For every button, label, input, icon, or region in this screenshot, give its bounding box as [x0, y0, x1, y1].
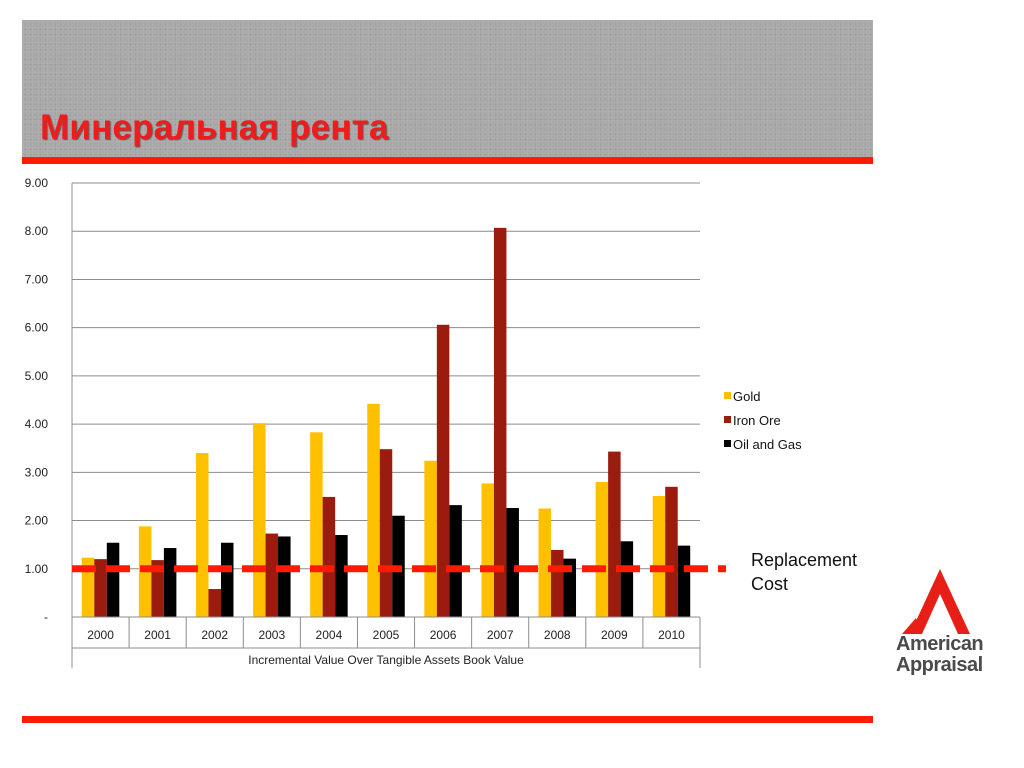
bar-iron-ore — [608, 451, 621, 617]
bar-oil-and-gas — [278, 536, 291, 617]
bar-gold — [81, 557, 95, 617]
y-tick-label: 3.00 — [25, 465, 49, 479]
bar-iron-ore — [493, 227, 507, 617]
bar-iron-ore — [551, 549, 564, 617]
bar-gold — [652, 495, 666, 617]
logo-line-1: American — [896, 633, 984, 655]
bar-gold — [538, 508, 552, 617]
bar-oil-and-gas — [620, 541, 634, 617]
bar-iron-ore — [208, 589, 221, 617]
x-tick-label: 2003 — [258, 628, 285, 642]
footer-accent-bar — [22, 716, 873, 723]
bar-iron-ore — [322, 496, 336, 617]
bar-gold — [424, 460, 437, 617]
bar-iron-ore — [94, 559, 107, 617]
bar-oil-and-gas — [563, 558, 577, 617]
logo-line-2: Appraisal — [896, 654, 983, 676]
bar-gold — [253, 423, 266, 617]
legend-label: Oil and Gas — [733, 437, 802, 452]
bar-oil-and-gas — [163, 548, 177, 617]
triangle-arrow-icon — [902, 569, 970, 634]
x-axis-label: Incremental Value Over Tangible Assets B… — [248, 653, 524, 667]
bar-oil-and-gas — [106, 542, 120, 617]
y-tick-label: 8.00 — [25, 224, 49, 238]
x-tick-label: 2006 — [430, 628, 457, 642]
replacement-cost-label: Replacement Cost — [751, 550, 858, 594]
bar-iron-ore — [265, 533, 279, 617]
x-tick-label: 2010 — [658, 628, 685, 642]
bar-gold — [195, 453, 209, 617]
bar-iron-ore — [151, 560, 164, 617]
x-tick-label: 2009 — [601, 628, 628, 642]
x-tick-label: 2007 — [487, 628, 514, 642]
american-appraisal-logo: American Appraisal — [896, 566, 1011, 691]
bar-iron-ore — [665, 486, 678, 617]
x-tick-label: 2005 — [373, 628, 400, 642]
y-tick-label: - — [44, 610, 48, 624]
y-tick-label: 4.00 — [25, 417, 49, 431]
legend-label: Gold — [733, 389, 760, 404]
x-tick-label: 2001 — [144, 628, 171, 642]
bar-iron-ore — [436, 324, 450, 617]
y-tick-label: 1.00 — [25, 562, 49, 576]
legend-swatch — [724, 440, 731, 447]
bar-oil-and-gas — [335, 535, 348, 617]
legend-label: Iron Ore — [733, 413, 781, 428]
x-tick-label: 2008 — [544, 628, 571, 642]
legend-swatch — [724, 392, 731, 399]
bar-oil-and-gas — [449, 505, 462, 617]
header-accent-bar — [22, 157, 873, 164]
bar-gold — [481, 483, 494, 617]
bar-gold — [310, 432, 323, 617]
y-tick-label: 9.00 — [25, 176, 49, 190]
slide-title: Минеральная рента — [40, 108, 389, 147]
x-tick-label: 2002 — [201, 628, 228, 642]
bar-oil-and-gas — [506, 508, 519, 617]
title-banner: Минеральная рента — [22, 20, 873, 157]
bar-oil-and-gas — [677, 545, 691, 617]
bar-gold — [595, 481, 609, 617]
bar-oil-and-gas — [220, 542, 234, 617]
y-tick-label: 5.00 — [25, 369, 49, 383]
y-tick-label: 2.00 — [25, 514, 49, 528]
logo-wordmark: American Appraisal — [896, 634, 1011, 676]
y-tick-label: 7.00 — [25, 272, 49, 286]
bar-iron-ore — [379, 449, 393, 617]
x-tick-label: 2004 — [316, 628, 343, 642]
legend-swatch — [724, 416, 731, 423]
y-tick-label: 6.00 — [25, 321, 49, 335]
x-tick-label: 2000 — [87, 628, 114, 642]
bar-gold — [367, 403, 380, 617]
